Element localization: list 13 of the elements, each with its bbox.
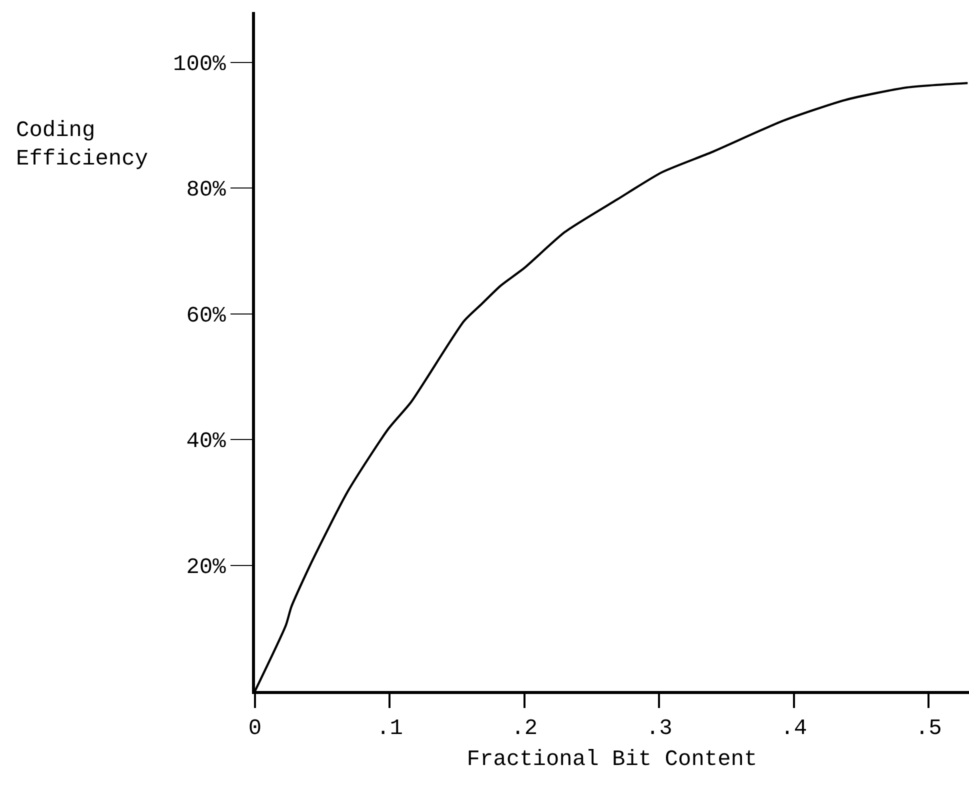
- y-tick-label: 60%: [186, 303, 227, 328]
- x-axis-title: Fractional Bit Content: [466, 747, 758, 772]
- y-axis-title: Coding Efficiency: [16, 118, 148, 172]
- y-tick-label: 100%: [173, 52, 227, 77]
- x-tick-label: 0: [248, 716, 262, 742]
- x-tick-label: .5: [915, 716, 942, 742]
- x-tick-label: .3: [646, 716, 672, 742]
- y-tick-label: 40%: [186, 429, 227, 454]
- x-tick-label: .2: [511, 716, 538, 742]
- y-tick-label: 80%: [186, 178, 227, 203]
- x-tick-label: .4: [780, 716, 808, 742]
- x-tick-label: .1: [376, 716, 403, 742]
- y-tick-label: 20%: [186, 554, 227, 580]
